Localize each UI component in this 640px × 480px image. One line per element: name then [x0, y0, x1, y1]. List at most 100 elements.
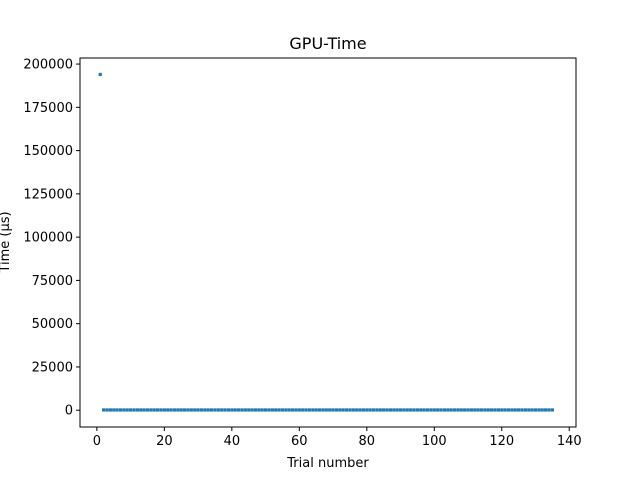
data-point [314, 408, 318, 412]
data-point [196, 408, 200, 412]
data-point [304, 408, 308, 412]
data-point [301, 408, 305, 412]
data-point [156, 408, 160, 412]
data-point [452, 408, 457, 412]
data-point [182, 408, 187, 412]
y-tick-label: 25000 [32, 360, 73, 375]
data-point [544, 408, 548, 412]
data-point [520, 408, 524, 412]
data-point [500, 408, 504, 412]
data-point [297, 408, 301, 412]
data-point [469, 408, 474, 412]
data-point [375, 408, 379, 412]
data-point [402, 408, 406, 412]
data-point [371, 408, 376, 412]
data-point [540, 408, 544, 412]
data-point [287, 408, 291, 412]
data-point [439, 408, 443, 412]
data-point [253, 408, 258, 412]
x-tick-label: 40 [224, 434, 241, 449]
data-point [223, 408, 227, 412]
data-point [328, 408, 332, 412]
data-point [233, 408, 237, 412]
data-point [135, 408, 139, 412]
data-point [503, 408, 507, 412]
data-point [510, 408, 514, 412]
data-point [260, 408, 264, 412]
data-point [523, 408, 527, 412]
data-point [186, 408, 190, 412]
data-point [324, 408, 328, 412]
data-point [527, 408, 531, 412]
data-point [142, 408, 146, 412]
data-point [274, 408, 278, 412]
data-point [348, 408, 352, 412]
plot-frame [79, 57, 577, 428]
data-point [436, 408, 440, 412]
data-point [456, 408, 460, 412]
data-point [409, 408, 413, 412]
y-tick-label: 50000 [32, 317, 73, 332]
data-point [463, 408, 467, 412]
y-tick-label: 175000 [23, 101, 73, 116]
data-point [162, 408, 166, 412]
x-tick-label: 20 [156, 434, 173, 449]
data-point [277, 408, 281, 412]
data-point [213, 408, 217, 412]
data-point [530, 408, 534, 412]
y-tick-label: 75000 [32, 274, 73, 289]
data-point [290, 408, 295, 412]
data-point [398, 408, 403, 412]
data-point [358, 408, 362, 412]
data-point [385, 408, 389, 412]
data-point [429, 408, 433, 412]
data-point [490, 408, 494, 412]
data-point [270, 408, 274, 412]
data-point [189, 408, 193, 412]
data-point [112, 408, 116, 412]
data-point [129, 408, 133, 412]
data-point [446, 408, 450, 412]
data-point [459, 408, 463, 412]
data-point [118, 408, 123, 412]
data-point [230, 408, 234, 412]
y-tick-label: 0 [65, 404, 73, 419]
data-point [513, 408, 517, 412]
data-point [152, 408, 156, 412]
data-point [115, 408, 119, 412]
data-point [220, 408, 224, 412]
x-tick-label: 80 [359, 434, 376, 449]
data-point [392, 408, 396, 412]
axis-ticks: 0 20 40 60 80 100 120 140 0 25000 50000 75000 100000… [23, 58, 581, 449]
data-point [479, 408, 484, 412]
data-point [307, 408, 312, 412]
x-tick-label: 60 [291, 434, 308, 449]
data-point [149, 408, 153, 412]
data-point [105, 408, 109, 412]
data-point [533, 408, 538, 412]
data-point [378, 408, 382, 412]
data-point [317, 408, 322, 412]
data-point [321, 408, 325, 412]
data-point [517, 408, 521, 412]
data-point [203, 408, 207, 412]
data-point [102, 408, 106, 412]
data-point [449, 408, 453, 412]
data-point [537, 408, 541, 412]
data-point [425, 408, 430, 412]
data-point [311, 408, 315, 412]
data-point [98, 72, 102, 77]
data-point [486, 408, 490, 412]
y-tick-label: 200000 [23, 58, 73, 73]
data-point [284, 408, 288, 412]
data-point [193, 408, 197, 412]
data-point [125, 408, 129, 412]
y-axis-label: Time (µs) [0, 211, 13, 273]
data-point [145, 408, 150, 412]
data-point [483, 408, 487, 412]
data-point [466, 408, 470, 412]
x-tick-label: 120 [489, 434, 514, 449]
data-point [388, 408, 393, 412]
